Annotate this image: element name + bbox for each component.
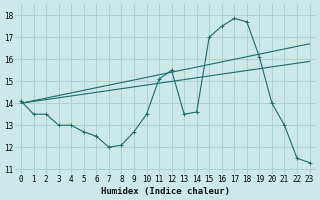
X-axis label: Humidex (Indice chaleur): Humidex (Indice chaleur)	[101, 187, 230, 196]
